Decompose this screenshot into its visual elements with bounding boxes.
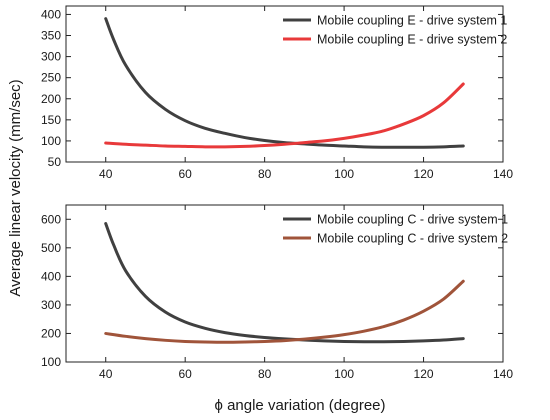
series-line-2 (104, 279, 465, 344)
y-tick-label: 200 (41, 92, 61, 106)
x-tick-label: 120 (414, 367, 434, 381)
y-tick-label: 250 (41, 71, 61, 85)
chart-panel-top: 40 60 80 100 120 140 50 100 150 200 250 300 350 400 Mo… (41, 5, 513, 181)
plot-frame (65, 204, 504, 363)
legend-label-2: Mobile coupling C - drive system 2 (317, 232, 508, 246)
x-tick-label: 120 (414, 167, 434, 181)
x-tick-label: 140 (493, 167, 513, 181)
plot-frame (65, 5, 504, 163)
x-tick-label: 140 (493, 367, 513, 381)
x-tick-label: 60 (179, 367, 193, 381)
x-tick-label: 60 (179, 167, 193, 181)
series-line-1 (104, 222, 465, 344)
y-tick-label: 50 (48, 155, 62, 169)
chart-panel-bottom: 40 60 80 100 120 140 100 200 300 400 500 600 Mobile … (41, 204, 513, 381)
y-tick-label: 300 (41, 50, 61, 64)
y-tick-label: 400 (41, 269, 61, 283)
y-tick-label: 200 (41, 326, 61, 340)
y-tick-label: 100 (41, 134, 61, 148)
x-tick-label: 80 (258, 367, 272, 381)
x-tick-label: 40 (99, 167, 113, 181)
series-line-2 (104, 82, 465, 149)
y-tick-label: 500 (41, 241, 61, 255)
y-tick-label: 150 (41, 113, 61, 127)
x-axis-title: ϕ angle variation (degree) (215, 397, 386, 414)
x-tick-label: 80 (258, 167, 272, 181)
y-tick-label: 350 (41, 29, 61, 43)
legend-label-1: Mobile coupling E - drive system 1 (317, 14, 507, 28)
y-tick-label: 100 (41, 355, 61, 369)
y-axis-title: Average linear velocity (mm/sec) (7, 79, 24, 296)
y-tick-label: 300 (41, 298, 61, 312)
x-tick-label: 100 (334, 367, 354, 381)
series-line-1 (104, 17, 465, 149)
y-tick-label: 600 (41, 212, 61, 226)
legend-label-1: Mobile coupling C - drive system 1 (317, 213, 508, 227)
y-tick-label: 400 (41, 7, 61, 21)
x-tick-label: 100 (334, 167, 354, 181)
legend-label-2: Mobile coupling E - drive system 2 (317, 33, 507, 47)
x-tick-label: 40 (99, 367, 113, 381)
